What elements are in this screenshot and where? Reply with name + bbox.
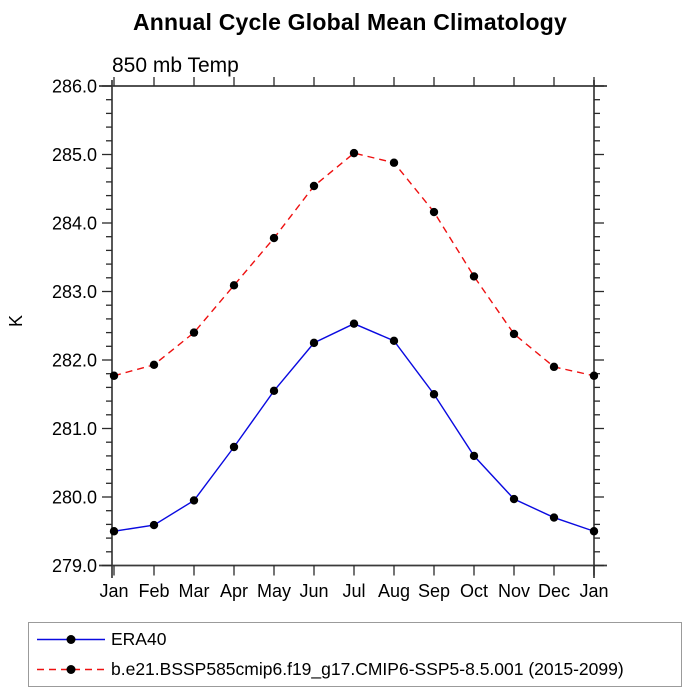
x-axis-tick-label: Dec — [538, 581, 570, 601]
data-point-series-1 — [229, 281, 239, 290]
chart-subtitle: 850 mb Temp — [112, 54, 239, 77]
x-axis-tick-label: Mar — [179, 581, 210, 601]
data-point-series-1 — [149, 360, 159, 369]
series-line-1 — [113, 152, 595, 377]
y-axis-tick-label: 281.0 — [52, 419, 97, 439]
x-axis-tick-label: Jan — [579, 581, 608, 601]
x-axis-tick-label: Jan — [99, 581, 128, 601]
chart-title: Annual Cycle Global Mean Climatology — [132, 9, 568, 35]
data-point-series-0 — [389, 336, 399, 346]
x-axis-tick-label: Sep — [418, 581, 450, 601]
legend-label-era40: ERA40 — [111, 628, 167, 649]
y-axis-tick-label: 285.0 — [52, 145, 97, 165]
legend: ERA40 b.e21.BSSP585cmip6.f19_g17.CMIP6-S… — [28, 622, 682, 687]
x-axis-tick-label: Jun — [299, 581, 328, 601]
data-point-series-1 — [429, 207, 439, 217]
data-point-series-0 — [149, 520, 159, 530]
data-point-series-0 — [429, 390, 439, 399]
legend-marker-dot — [66, 635, 76, 645]
y-axis-tick-label: 280.0 — [52, 488, 97, 508]
data-point-series-1 — [469, 272, 479, 281]
data-point-series-1 — [189, 328, 199, 337]
data-point-series-1 — [589, 371, 599, 380]
x-axis-tick-label: Apr — [220, 581, 248, 601]
data-point-series-1 — [509, 329, 519, 339]
y-axis-tick-label: 284.0 — [52, 214, 97, 234]
y-axis-tick-label: 279.0 — [52, 556, 97, 576]
data-point-series-1 — [269, 233, 279, 243]
data-point-series-1 — [109, 371, 119, 380]
legend-label-model: b.e21.BSSP585cmip6.f19_g17.CMIP6-SSP5-8.… — [111, 658, 624, 679]
y-axis-tick-label: 286.0 — [52, 77, 97, 97]
data-point-series-0 — [469, 451, 479, 461]
legend-entry-era40: ERA40 — [34, 627, 681, 653]
x-axis-tick-label: Aug — [378, 581, 410, 601]
data-point-series-1 — [549, 362, 559, 372]
x-axis-tick-label: May — [257, 581, 291, 601]
data-point-series-0 — [109, 527, 119, 536]
y-axis-tick-label: 283.0 — [52, 282, 97, 302]
data-point-series-1 — [389, 158, 399, 167]
legend-line-sample-dashed — [37, 664, 105, 674]
legend-marker-dot — [66, 664, 76, 674]
data-point-series-0 — [269, 386, 279, 396]
series-line-0 — [113, 322, 595, 532]
legend-line-sample-solid — [37, 635, 105, 645]
data-point-series-0 — [189, 496, 199, 505]
x-axis-tick-label: Feb — [138, 581, 169, 601]
data-point-series-0 — [229, 442, 239, 452]
x-axis-tick-label: Oct — [460, 581, 488, 601]
data-point-series-0 — [349, 319, 359, 328]
data-point-series-0 — [509, 494, 519, 504]
data-point-series-0 — [549, 513, 559, 522]
legend-entry-model: b.e21.BSSP585cmip6.f19_g17.CMIP6-SSP5-8.… — [34, 656, 681, 682]
y-axis-tick-label: 282.0 — [52, 351, 97, 371]
data-point-series-0 — [309, 338, 319, 348]
x-axis-tick-label: Nov — [498, 581, 530, 601]
data-point-series-1 — [349, 148, 359, 158]
data-point-series-0 — [589, 527, 599, 536]
x-axis-tick-label: Jul — [342, 581, 365, 601]
data-point-series-1 — [309, 181, 319, 191]
